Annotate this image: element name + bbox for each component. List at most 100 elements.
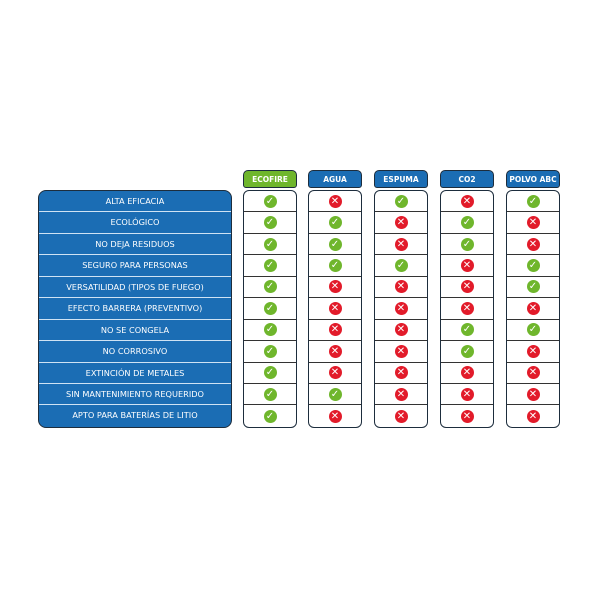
check-icon: ✓: [328, 216, 342, 230]
table-cell: ✓: [244, 405, 296, 426]
table-cell: ✓: [375, 191, 427, 213]
table-cell: ✕: [507, 234, 559, 256]
table-cell: ✓: [309, 234, 361, 256]
column-header: AGUA: [308, 170, 362, 188]
check-icon: ✓: [526, 280, 540, 294]
check-icon: ✓: [460, 237, 474, 251]
cross-icon: ✕: [328, 280, 342, 294]
table-cell: ✕: [375, 363, 427, 384]
cross-icon: ✕: [526, 366, 540, 380]
cross-icon: ✕: [328, 301, 342, 315]
table-cell: ✓: [309, 384, 361, 406]
table-cell: ✓: [244, 277, 296, 299]
table-cell: ✓: [244, 298, 296, 320]
cross-icon: ✕: [394, 344, 408, 358]
feature-label: NO DEJA RESIDUOS: [39, 234, 231, 256]
table-cell: ✕: [309, 363, 361, 384]
cross-icon: ✕: [460, 280, 474, 294]
feature-label: ALTA EFICACIA: [39, 191, 231, 213]
check-icon: ✓: [263, 366, 277, 380]
check-icon: ✓: [460, 216, 474, 230]
column-body: ✕ ✓ ✓ ✓ ✕ ✕ ✕ ✕ ✕ ✓ ✕: [308, 190, 362, 428]
table-cell: ✕: [309, 277, 361, 299]
cross-icon: ✕: [460, 301, 474, 315]
table-cell: ✕: [441, 298, 493, 320]
cross-icon: ✕: [394, 387, 408, 401]
table-cell: ✓: [507, 277, 559, 299]
check-icon: ✓: [263, 259, 277, 273]
table-cell: ✕: [375, 384, 427, 406]
check-icon: ✓: [263, 409, 277, 423]
table-cell: ✓: [375, 255, 427, 277]
table-cell: ✕: [507, 363, 559, 384]
table-cell: ✓: [507, 320, 559, 342]
table-cell: ✕: [441, 191, 493, 213]
cross-icon: ✕: [526, 387, 540, 401]
column-ecofire: ECOFIRE ✓ ✓ ✓ ✓ ✓ ✓ ✓ ✓ ✓ ✓ ✓: [243, 170, 297, 428]
column-polvo-abc: POLVO ABC ✓ ✕ ✕ ✓ ✓ ✕ ✓ ✕ ✕ ✕ ✕: [506, 170, 560, 428]
column-header: ESPUMA: [374, 170, 428, 188]
check-icon: ✓: [394, 194, 408, 208]
table-cell: ✓: [441, 320, 493, 342]
check-icon: ✓: [263, 237, 277, 251]
feature-label: SIN MANTENIMIENTO REQUERIDO: [39, 384, 231, 406]
table-cell: ✓: [244, 255, 296, 277]
cross-icon: ✕: [526, 301, 540, 315]
cross-icon: ✕: [328, 409, 342, 423]
table-cell: ✕: [507, 405, 559, 426]
table-cell: ✓: [441, 234, 493, 256]
table-cell: ✕: [441, 405, 493, 426]
table-cell: ✓: [244, 384, 296, 406]
table-cell: ✓: [309, 212, 361, 234]
check-icon: ✓: [526, 323, 540, 337]
check-icon: ✓: [263, 194, 277, 208]
column-body: ✓ ✕ ✕ ✓ ✕ ✕ ✕ ✕ ✕ ✕ ✕: [374, 190, 428, 428]
check-icon: ✓: [526, 194, 540, 208]
table-cell: ✕: [507, 298, 559, 320]
table-cell: ✕: [441, 255, 493, 277]
cross-icon: ✕: [460, 387, 474, 401]
cross-icon: ✕: [328, 194, 342, 208]
cross-icon: ✕: [460, 409, 474, 423]
table-cell: ✓: [441, 212, 493, 234]
table-cell: ✓: [244, 191, 296, 213]
column-header: CO2: [440, 170, 494, 188]
cross-icon: ✕: [526, 237, 540, 251]
table-cell: ✕: [375, 405, 427, 426]
table-cell: ✕: [309, 405, 361, 426]
feature-label: EFECTO BARRERA (PREVENTIVO): [39, 298, 231, 320]
feature-label: NO CORROSIVO: [39, 341, 231, 363]
table-cell: ✓: [507, 191, 559, 213]
cross-icon: ✕: [328, 344, 342, 358]
cross-icon: ✕: [460, 194, 474, 208]
cross-icon: ✕: [526, 216, 540, 230]
table-cell: ✕: [441, 363, 493, 384]
column-body: ✕ ✓ ✓ ✕ ✕ ✕ ✓ ✓ ✕ ✕ ✕: [440, 190, 494, 428]
check-icon: ✓: [263, 280, 277, 294]
check-icon: ✓: [263, 344, 277, 358]
cross-icon: ✕: [460, 259, 474, 273]
table-cell: ✕: [375, 277, 427, 299]
cross-icon: ✕: [526, 409, 540, 423]
table-cell: ✕: [375, 341, 427, 363]
feature-label: VERSATILIDAD (TIPOS DE FUEGO): [39, 277, 231, 299]
column-body: ✓ ✓ ✓ ✓ ✓ ✓ ✓ ✓ ✓ ✓ ✓: [243, 190, 297, 428]
cross-icon: ✕: [394, 280, 408, 294]
column-body: ✓ ✕ ✕ ✓ ✓ ✕ ✓ ✕ ✕ ✕ ✕: [506, 190, 560, 428]
table-cell: ✓: [244, 341, 296, 363]
feature-label: ECOLÓGICO: [39, 212, 231, 234]
column-header: ECOFIRE: [243, 170, 297, 188]
table-cell: ✕: [441, 384, 493, 406]
check-icon: ✓: [526, 259, 540, 273]
table-cell: ✓: [244, 212, 296, 234]
cross-icon: ✕: [526, 344, 540, 358]
table-cell: ✓: [441, 341, 493, 363]
table-cell: ✕: [309, 191, 361, 213]
check-icon: ✓: [328, 237, 342, 251]
cross-icon: ✕: [394, 216, 408, 230]
table-cell: ✓: [244, 363, 296, 384]
column-espuma: ESPUMA ✓ ✕ ✕ ✓ ✕ ✕ ✕ ✕ ✕ ✕ ✕: [374, 170, 428, 428]
check-icon: ✓: [328, 387, 342, 401]
check-icon: ✓: [263, 216, 277, 230]
table-cell: ✕: [309, 320, 361, 342]
